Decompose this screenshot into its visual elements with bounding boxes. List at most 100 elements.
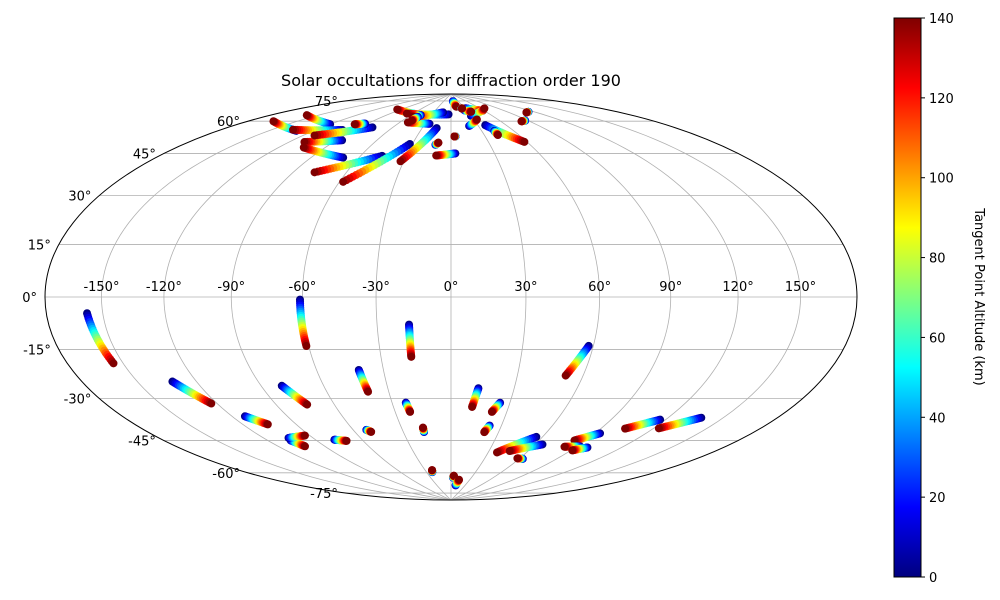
track-point	[468, 402, 477, 411]
occultation-track	[302, 111, 335, 129]
lat-tick--30: -30°	[64, 393, 92, 408]
occultation-track	[468, 384, 483, 411]
track-point	[493, 130, 502, 139]
occultation-track	[431, 138, 443, 149]
track-point	[434, 138, 443, 147]
longitude-tick-labels: -150° -120° -90° -60° -30° 0° 30° 60° 90° 120° 150…	[83, 280, 816, 295]
occultation-track	[295, 295, 311, 351]
lon-tick-30: 30°	[514, 280, 537, 295]
occultation-track	[330, 435, 351, 445]
occultation-track	[396, 124, 441, 166]
occultation-track	[465, 115, 481, 130]
occultation-track	[505, 440, 547, 456]
colorbar-gradient	[893, 17, 922, 578]
occultation-track	[277, 381, 312, 409]
meridian--120	[163, 94, 452, 500]
track-point	[467, 107, 476, 116]
track-point	[367, 427, 376, 436]
lon-tick-0: 0°	[444, 280, 459, 295]
track-point	[418, 423, 427, 432]
lon-tick--150: -150°	[83, 280, 119, 295]
colorbar-tick-120: 120	[929, 92, 954, 107]
track-point	[364, 387, 373, 396]
colorbar-tick-100: 100	[929, 172, 954, 187]
occultation-track	[339, 139, 414, 186]
track-point	[310, 131, 319, 140]
map-boundary	[44, 93, 858, 501]
colorbar-tick-20: 20	[929, 491, 946, 506]
lon-tick-90: 90°	[659, 280, 682, 295]
track-point	[402, 109, 411, 118]
occultation-track	[299, 143, 348, 162]
latitude-tick-labels: -75° -60° -45° -30° -15° 0° 15° 30° 45° 60° 75°	[22, 95, 338, 502]
occultation-track	[428, 466, 437, 477]
colorbar-ticks: 0 20 40 60 80 100 120 140	[921, 12, 954, 586]
track-point	[302, 342, 311, 351]
lat-tick-30: 30°	[68, 190, 91, 205]
occultation-track	[490, 126, 502, 139]
track-point	[522, 108, 531, 117]
meridian--150	[101, 94, 452, 500]
occultation-track	[522, 107, 533, 117]
colorbar-tick-40: 40	[929, 411, 946, 426]
occultation-track	[480, 421, 494, 437]
track-point	[302, 111, 311, 120]
occultation-track	[350, 119, 370, 129]
colorbar: 0 20 40 60 80 100 120 140 Tangent Point Altitud…	[893, 12, 986, 586]
occultation-track	[654, 413, 706, 433]
lat-tick-0: 0°	[22, 291, 37, 306]
track-point	[561, 371, 570, 380]
occultation-track	[284, 431, 309, 442]
lon-tick--120: -120°	[146, 280, 182, 295]
lon-tick-60: 60°	[588, 280, 611, 295]
track-point	[428, 466, 437, 475]
track-point	[269, 117, 278, 126]
occultation-track	[457, 104, 467, 113]
track-point	[342, 436, 351, 445]
track-point	[299, 143, 308, 152]
track-point	[493, 448, 501, 457]
lat-tick--60: -60°	[212, 467, 240, 482]
track-point	[396, 157, 405, 166]
occultation-track	[450, 132, 460, 141]
occultation-track	[300, 136, 347, 147]
track-point	[393, 105, 402, 114]
track-point	[263, 420, 272, 429]
occultation-track	[451, 475, 464, 490]
lat-tick-60: 60°	[217, 115, 240, 130]
track-point	[450, 132, 459, 141]
colorbar-tick-0: 0	[929, 571, 937, 586]
occultation-track	[517, 116, 530, 126]
lon-tick--90: -90°	[217, 280, 245, 295]
occultation-track	[513, 454, 527, 463]
occultation-track	[168, 377, 216, 408]
lon-tick-120: 120°	[722, 280, 753, 295]
track-point	[406, 407, 415, 416]
lat-tick--15: -15°	[23, 344, 51, 359]
meridian-150	[450, 94, 801, 500]
track-point	[480, 104, 489, 113]
track-point	[407, 352, 416, 361]
occultation-track	[240, 412, 272, 429]
occultation-track	[354, 365, 373, 396]
track-point	[407, 116, 416, 125]
track-point	[520, 137, 529, 146]
track-point	[480, 428, 489, 437]
track-point	[300, 442, 309, 451]
occultation-track	[487, 398, 505, 416]
lat-tick--45: -45°	[128, 435, 156, 450]
occultation-track	[561, 341, 593, 380]
track-point	[654, 424, 663, 433]
track-point	[310, 168, 319, 177]
chart-title: Solar occultations for diffraction order…	[281, 71, 621, 90]
lon-tick-150: 150°	[785, 280, 816, 295]
track-point	[487, 407, 496, 416]
track-point	[339, 177, 348, 186]
track-point	[513, 454, 522, 463]
lat-tick-75: 75°	[315, 95, 338, 110]
lon-tick--30: -30°	[362, 280, 390, 295]
track-point	[300, 431, 309, 440]
colorbar-tick-80: 80	[929, 252, 946, 267]
lat-tick-15: 15°	[28, 238, 51, 253]
